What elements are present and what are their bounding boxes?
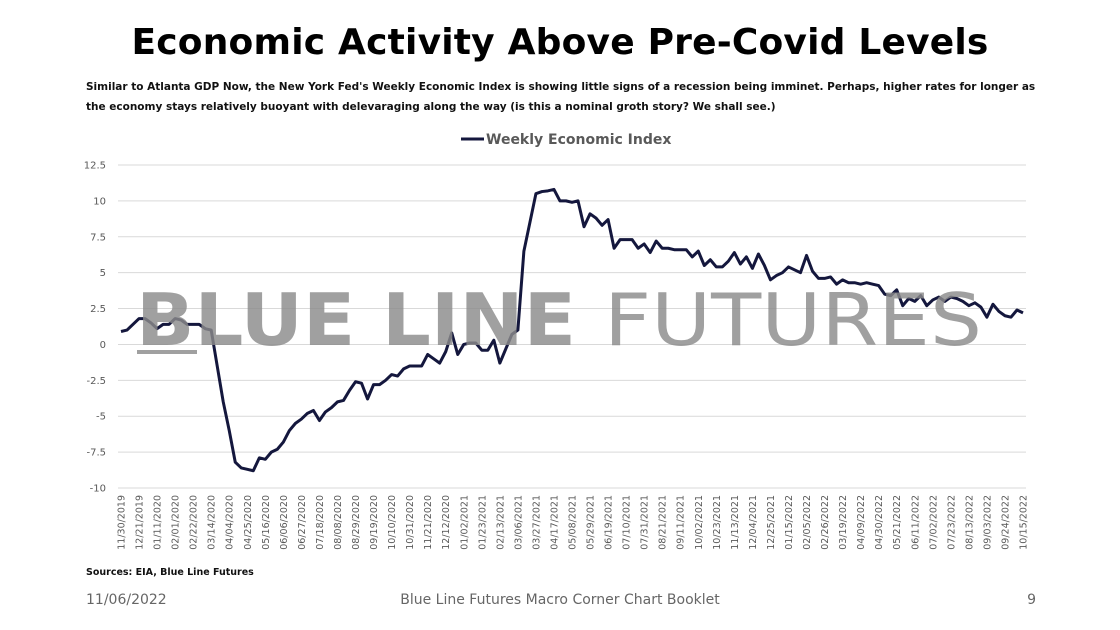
- x-tick-label: 05/29/2021: [586, 495, 597, 550]
- x-tick-label: 01/15/2022: [784, 495, 795, 550]
- x-tick-label: 09/11/2021: [676, 495, 687, 550]
- y-axis-ticks: 12.5 10 7.5 5 2.5 0 -2.5 -5 -7.5 -10: [84, 161, 106, 495]
- x-tick-label: 01/11/2020: [153, 495, 164, 550]
- y-tick-label: -10: [90, 484, 106, 495]
- x-tick-label: 09/03/2022: [982, 495, 993, 550]
- x-tick-label: 03/14/2020: [207, 495, 218, 550]
- x-tick-label: 02/26/2022: [820, 495, 831, 550]
- y-tick-label: 2.5: [90, 304, 106, 315]
- x-tick-label: 11/13/2021: [730, 495, 741, 550]
- y-tick-label: -2.5: [86, 376, 106, 387]
- x-tick-label: 12/12/2020: [441, 495, 452, 550]
- x-tick-label: 05/21/2022: [892, 495, 903, 550]
- x-tick-label: 08/29/2020: [351, 495, 362, 550]
- x-tick-label: 12/21/2019: [135, 495, 146, 550]
- x-tick-label: 02/01/2020: [171, 495, 182, 550]
- x-tick-label: 10/02/2021: [694, 495, 705, 550]
- x-tick-label: 06/06/2020: [279, 495, 290, 550]
- series-layer: [120, 187, 1024, 473]
- x-tick-label: 10/10/2020: [387, 495, 398, 550]
- x-tick-label: 02/05/2022: [802, 495, 813, 550]
- x-tick-label: 07/31/2021: [640, 495, 651, 550]
- x-tick-label: 10/31/2020: [405, 495, 416, 550]
- x-tick-label: 11/30/2019: [117, 495, 128, 550]
- x-tick-label: 06/11/2022: [910, 495, 921, 550]
- page-title: Economic Activity Above Pre-Covid Levels: [131, 22, 989, 63]
- x-tick-label: 07/18/2020: [315, 495, 326, 550]
- x-tick-label: 05/16/2020: [261, 495, 272, 550]
- legend: Weekly Economic Index: [461, 132, 671, 148]
- x-tick-label: 04/04/2020: [225, 495, 236, 550]
- x-tick-label: 11/21/2020: [423, 495, 434, 550]
- watermark-futures: FUTURES: [604, 278, 982, 362]
- footer-booklet-title: Blue Line Futures Macro Corner Chart Boo…: [400, 592, 720, 608]
- x-tick-label: 12/04/2021: [748, 495, 759, 550]
- x-tick-label: 08/21/2021: [658, 495, 669, 550]
- x-tick-label: 09/19/2020: [369, 495, 380, 550]
- y-tick-label: 7.5: [90, 232, 106, 243]
- x-tick-label: 10/15/2022: [1019, 495, 1030, 550]
- x-tick-label: 01/23/2021: [477, 495, 488, 550]
- x-tick-label: 04/25/2020: [243, 495, 254, 550]
- x-tick-label: 08/13/2022: [964, 495, 975, 550]
- legend-label: Weekly Economic Index: [486, 132, 671, 148]
- x-tick-label: 03/27/2021: [531, 495, 542, 550]
- x-tick-label: 12/25/2021: [766, 495, 777, 550]
- x-axis-ticks: 11/30/2019 12/21/2019 01/11/2020 02/01/2020…: [117, 495, 1030, 550]
- watermark-underline: [137, 350, 197, 354]
- grid-lines: [118, 164, 1026, 489]
- x-tick-label: 07/10/2021: [622, 495, 633, 550]
- x-tick-label: 04/09/2022: [856, 495, 867, 550]
- y-tick-label: -7.5: [86, 448, 106, 459]
- page-number: 9: [1027, 592, 1036, 608]
- x-tick-label: 10/23/2021: [712, 495, 723, 550]
- footer-date: 11/06/2022: [86, 592, 167, 608]
- subtitle: Similar to Atlanta GDP Now, the New York…: [86, 81, 1036, 113]
- y-tick-label: 10: [93, 196, 106, 207]
- x-tick-label: 05/08/2021: [568, 495, 579, 550]
- x-tick-label: 02/22/2020: [189, 495, 200, 550]
- y-tick-label: 0: [100, 340, 106, 351]
- x-tick-label: 09/24/2022: [1000, 495, 1011, 550]
- x-tick-label: 03/19/2022: [838, 495, 849, 550]
- x-tick-label: 06/27/2020: [297, 495, 308, 550]
- x-tick-label: 01/02/2021: [459, 495, 470, 550]
- x-tick-label: 04/17/2021: [549, 495, 560, 550]
- x-tick-label: 08/08/2020: [333, 495, 344, 550]
- y-tick-label: 12.5: [84, 161, 106, 172]
- series-line-weekly-economic-index: [120, 187, 1024, 473]
- y-tick-label: 5: [100, 268, 106, 279]
- x-tick-label: 02/13/2021: [495, 495, 506, 550]
- watermark-blue-line: BLUE LINE: [136, 278, 576, 362]
- x-tick-label: 04/30/2022: [874, 495, 885, 550]
- y-tick-label: -5: [96, 412, 106, 423]
- x-tick-label: 07/02/2022: [928, 495, 939, 550]
- x-tick-label: 07/23/2022: [946, 495, 957, 550]
- x-tick-label: 03/06/2021: [513, 495, 524, 550]
- watermark-logo: BLUE LINE FUTURES: [136, 278, 982, 362]
- sources-note: Sources: EIA, Blue Line Futures: [86, 567, 254, 578]
- x-tick-label: 06/19/2021: [604, 495, 615, 550]
